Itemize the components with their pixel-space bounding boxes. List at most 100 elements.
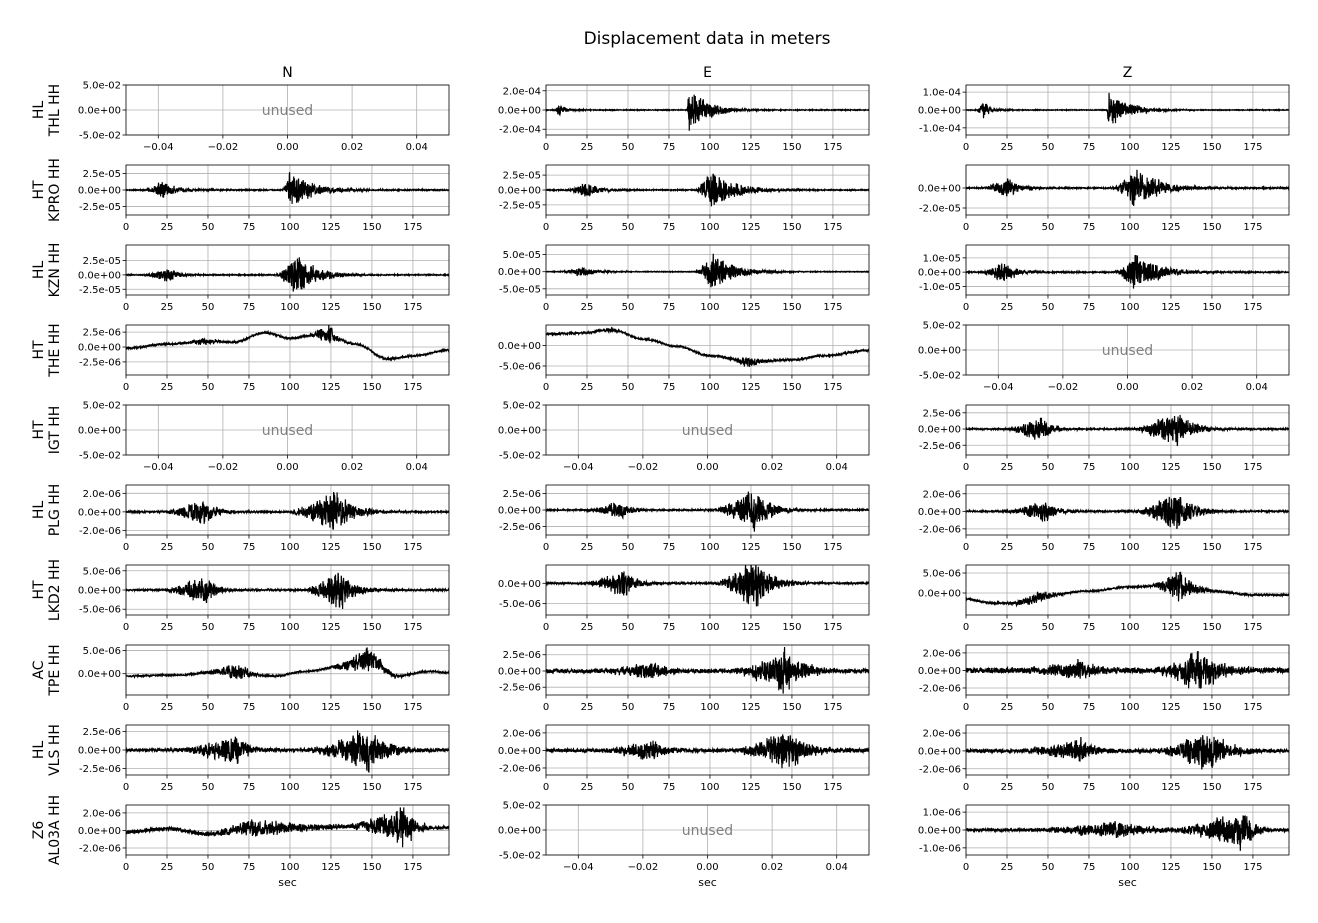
panel-kpro-hh-z: 0 25 50 75 100 125 150 175 0.0e+00 -2.0e-05 <box>918 164 1290 233</box>
waveform-trace <box>966 815 1289 851</box>
x-tick-label: 150 <box>1202 222 1221 233</box>
y-tick-label: 0.0e+00 <box>918 746 961 757</box>
x-tick-label: 0.02 <box>341 462 363 473</box>
y-tick-label: 2.0e-06 <box>923 648 961 659</box>
row-label-9: Z6AL03A HH <box>31 795 63 865</box>
y-tick-label: -5.0e-06 <box>499 599 541 610</box>
x-tick-label: 0.02 <box>1181 382 1203 393</box>
y-tick-label: 0.0e+00 <box>78 426 121 437</box>
panel-kpro-hh-e: 0 25 50 75 100 125 150 175 2.5e-05 0.0e+00 -2.5e-0… <box>498 164 870 233</box>
panel-frame <box>125 564 450 616</box>
y-tick-label: -2.5e-05 <box>79 202 121 213</box>
x-tick-label: 150 <box>362 782 381 793</box>
x-tick-label: 175 <box>823 302 842 313</box>
x-tick-label: 125 <box>321 862 340 873</box>
x-tick-label: 175 <box>403 382 422 393</box>
panel-frame <box>965 84 1290 136</box>
x-tick-label: 125 <box>321 302 340 313</box>
waveform-trace <box>126 807 449 848</box>
panel-frame <box>965 644 1290 696</box>
x-tick-label: 100 <box>1120 782 1139 793</box>
x-tick-label: 75 <box>1083 142 1096 153</box>
x-tick-label: 125 <box>1161 142 1180 153</box>
y-tick-label: 0.0e+00 <box>498 506 541 517</box>
waveform-trace <box>966 92 1289 124</box>
panel-frame <box>545 244 870 296</box>
y-tick-label: 5.0e-06 <box>923 569 961 580</box>
y-tick-label: 2.0e-06 <box>83 489 121 500</box>
y-tick-label: 0.0e+00 <box>498 826 541 837</box>
y-tick-label: 0.0e+00 <box>78 507 121 518</box>
panel-frame <box>125 644 450 696</box>
x-tick-label: 0 <box>123 302 129 313</box>
panel-frame <box>545 164 870 216</box>
y-tick-label: 2.5e-05 <box>83 256 121 267</box>
x-tick-label: −0.04 <box>143 142 174 153</box>
y-tick-label: -5.0e-02 <box>499 451 541 462</box>
x-tick-label: 25 <box>161 222 174 233</box>
panel-frame <box>125 804 450 856</box>
x-tick-label: −0.02 <box>1048 382 1079 393</box>
x-tick-label: 0.00 <box>696 462 718 473</box>
y-tick-label: 5.0e-02 <box>83 81 121 92</box>
x-tick-label: 0 <box>123 862 129 873</box>
x-tick-label: 25 <box>1001 142 1014 153</box>
x-tick-label: 0.04 <box>1246 382 1268 393</box>
x-tick-label: 175 <box>403 542 422 553</box>
row-network: AC <box>31 660 47 679</box>
x-tick-label: 75 <box>1083 622 1096 633</box>
y-tick-label: 0.0e+00 <box>918 425 961 436</box>
x-tick-label: 100 <box>1120 622 1139 633</box>
waveform-trace <box>126 172 449 204</box>
waveform-trace <box>126 491 449 530</box>
x-tick-label: 0 <box>543 622 549 633</box>
x-tick-label: 50 <box>1042 862 1055 873</box>
row-label-1: HTKPRO HH <box>31 158 63 222</box>
x-tick-label: 100 <box>280 862 299 873</box>
x-tick-label: 125 <box>741 542 760 553</box>
panel-thl-hh-e: 0 25 50 75 100 125 150 175 2.0e-04 0.0e+00 -2.0e-0… <box>498 84 870 153</box>
panel-igt-hh-z: 0 25 50 75 100 125 150 175 2.5e-06 0.0e+00 -2.5e-0… <box>918 404 1290 473</box>
x-tick-label: 25 <box>1001 702 1014 713</box>
y-tick-label: 0.0e+00 <box>918 346 961 357</box>
x-tick-label: 0.02 <box>761 862 783 873</box>
x-tick-label: 0.02 <box>341 142 363 153</box>
x-tick-label: 25 <box>1001 222 1014 233</box>
y-tick-label: 0.0e+00 <box>918 184 961 195</box>
x-tick-label: 0.00 <box>1116 382 1138 393</box>
x-tick-label: 100 <box>280 542 299 553</box>
y-tick-label: 2.0e-04 <box>503 86 541 97</box>
x-tick-label: 150 <box>362 622 381 633</box>
panel-frame <box>125 164 450 216</box>
waveform-trace <box>966 254 1289 289</box>
x-tick-label: 0.02 <box>761 462 783 473</box>
panel-frame <box>545 404 870 456</box>
column-title-e: E <box>703 65 712 81</box>
x-tick-label: 100 <box>700 702 719 713</box>
x-tick-label: 25 <box>1001 302 1014 313</box>
x-tick-label: 75 <box>1083 702 1096 713</box>
x-tick-label: 75 <box>663 622 676 633</box>
waveform-trace <box>546 326 869 367</box>
panel-kzn-hh-n: 0 25 50 75 100 125 150 175 2.5e-05 0.0e+00 -2.5e-0… <box>78 244 450 313</box>
x-tick-label: 0.04 <box>826 862 848 873</box>
panel-frame <box>545 324 870 376</box>
column-title-n: N <box>282 65 292 81</box>
x-tick-label: 125 <box>1161 222 1180 233</box>
row-station: THE HH <box>47 323 63 377</box>
x-tick-label: 175 <box>403 782 422 793</box>
waveform-trace <box>126 572 449 609</box>
panel-kpro-hh-n: 0 25 50 75 100 125 150 175 2.5e-05 0.0e+00 -2.5e-0… <box>78 164 450 233</box>
x-tick-label: 150 <box>782 542 801 553</box>
x-tick-label: 100 <box>280 702 299 713</box>
y-tick-label: 1.0e-04 <box>923 88 961 99</box>
row-label-7: ACTPE HH <box>31 644 63 696</box>
x-tick-label: 125 <box>1161 542 1180 553</box>
x-tick-label: 125 <box>741 142 760 153</box>
x-tick-label: 75 <box>243 382 256 393</box>
x-tick-label: 50 <box>622 782 635 793</box>
x-tick-label: 150 <box>1202 302 1221 313</box>
x-tick-label: 100 <box>700 782 719 793</box>
row-label-5: HLPLG HH <box>31 484 63 537</box>
